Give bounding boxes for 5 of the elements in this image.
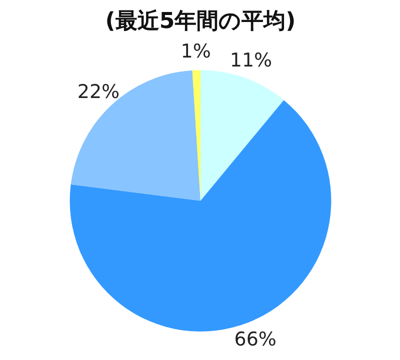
data-label: 11%	[230, 49, 272, 72]
data-label: 1%	[180, 40, 211, 63]
chart-title: (最近5年間の平均)	[105, 8, 296, 34]
data-label: 66%	[234, 328, 276, 351]
data-label: 22%	[77, 81, 120, 103]
